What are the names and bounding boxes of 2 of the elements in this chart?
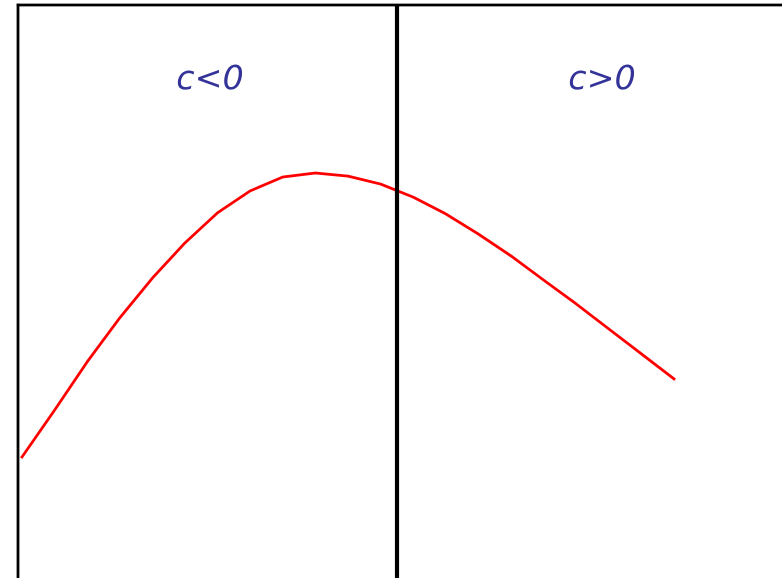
- text: c<0: [178, 64, 242, 90]
- text: c>0: [570, 64, 634, 90]
